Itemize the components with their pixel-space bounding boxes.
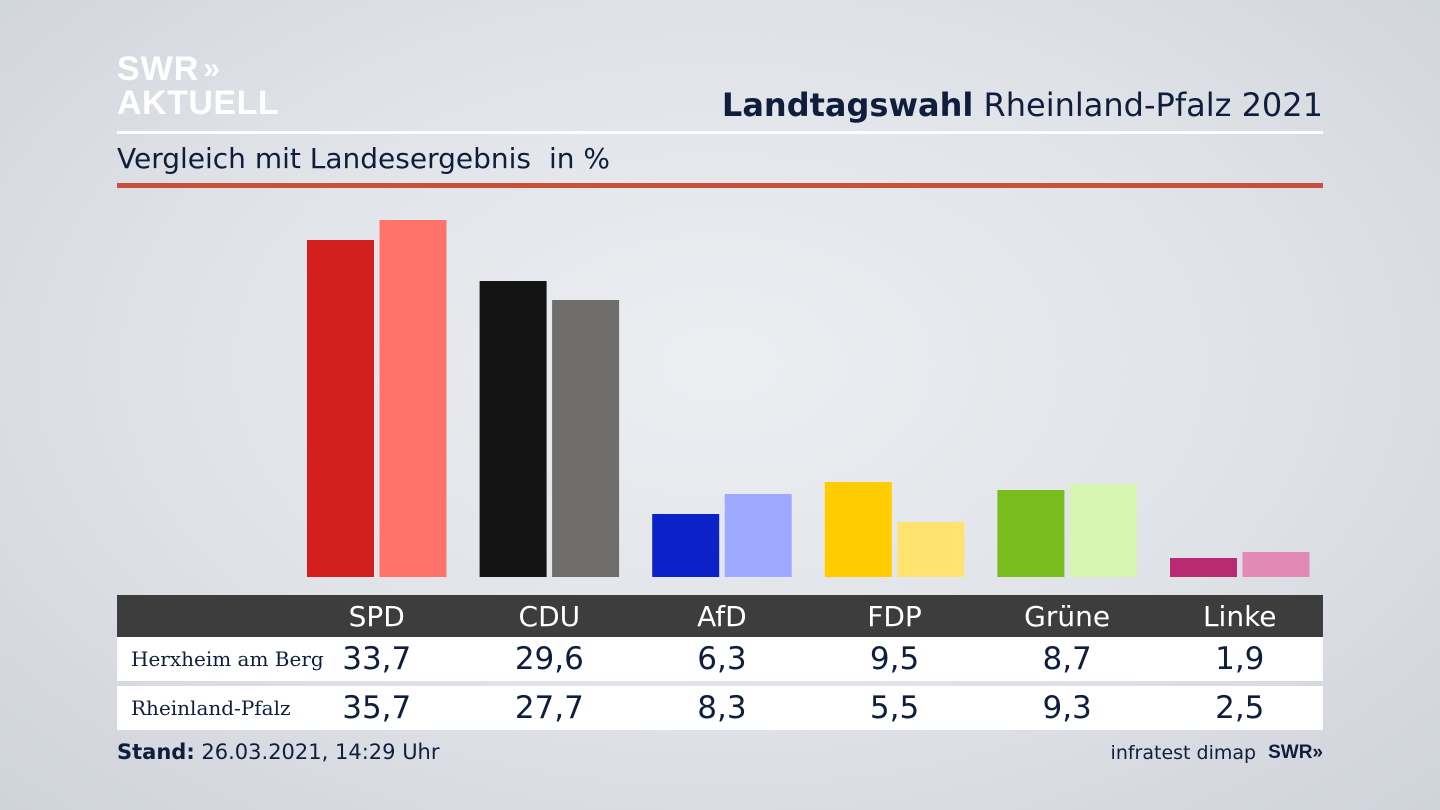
results-table: SPD CDU AfD FDP Grüne Linke Herxheim am …: [117, 595, 1323, 730]
bar-fdp-local: [824, 482, 892, 577]
bar-spd-state: [379, 220, 447, 577]
page-title: Landtagswahl Rheinland-Pfalz 2021: [722, 86, 1323, 124]
bar-spd-local: [307, 240, 374, 577]
bar-fdp-state: [897, 522, 965, 577]
table-header: SPD CDU AfD FDP Grüne Linke: [117, 595, 1323, 637]
subtitle-unit: in %: [548, 142, 611, 175]
value-cell: 6,3: [697, 641, 747, 677]
header-divider: [117, 131, 1323, 134]
header-cell-gruene: Grüne: [1024, 599, 1111, 633]
bar-gruene-local: [997, 490, 1065, 577]
value-cell: 1,9: [1215, 641, 1265, 677]
timestamp: Stand: 26.03.2021, 14:29 Uhr: [117, 740, 440, 764]
value-cell: 5,5: [869, 690, 920, 726]
chart-subtitle: Vergleich mit Landesergebnis in %: [117, 142, 610, 175]
header-cell-linke: Linke: [1202, 599, 1277, 633]
header-cell-cdu: CDU: [518, 599, 581, 633]
value-cell: 9,5: [869, 641, 920, 677]
swr-aktuell-logo: SWR» AKTUELL: [117, 52, 279, 120]
title-bold: Landtagswahl: [721, 86, 974, 124]
value-cell: 9,3: [1042, 690, 1092, 726]
value-cell: 8,3: [697, 690, 747, 726]
bar-afd-local: [652, 514, 720, 577]
bar-linke-local: [1170, 558, 1237, 577]
subtitle-divider: [117, 183, 1323, 188]
bar-cdu-local: [479, 281, 547, 577]
title-rest: Rheinland-Pfalz 2021: [983, 86, 1323, 124]
subtitle-text: Vergleich mit Landesergebnis: [117, 142, 531, 175]
bar-chart: [307, 220, 1310, 577]
logo-line1: SWR: [117, 50, 200, 88]
row-label: Herxheim am Berg: [131, 647, 324, 671]
source-text: infratest dimap: [1110, 742, 1257, 764]
stand-value: 26.03.2021, 14:29 Uhr: [201, 740, 440, 764]
table-row: Herxheim am Berg 33,7 29,6 6,3 9,5 8,7 1…: [117, 637, 1323, 681]
swr-brand-icon: SWR»: [1268, 742, 1323, 763]
row-label: Rheinland-Pfalz: [131, 696, 291, 720]
header-cell-afd: AfD: [697, 599, 747, 633]
value-cell: 33,7: [342, 641, 412, 677]
value-cell: 27,7: [514, 690, 584, 726]
bar-afd-state: [724, 494, 792, 577]
header-cell-spd: SPD: [348, 599, 405, 633]
bar-gruene-state: [1069, 484, 1137, 577]
value-cell: 8,7: [1042, 641, 1092, 677]
value-cell: 35,7: [342, 690, 412, 726]
source-credit: infratest dimap SWR»: [1111, 742, 1323, 764]
bar-cdu-state: [552, 300, 620, 577]
bar-linke-state: [1242, 552, 1310, 577]
stand-label: Stand:: [117, 740, 195, 764]
value-cell: 29,6: [514, 641, 584, 677]
header-cell-fdp: FDP: [867, 599, 922, 633]
table-row: Rheinland-Pfalz 35,7 27,7 8,3 5,5 9,3 2,…: [117, 686, 1323, 730]
value-cell: 2,5: [1215, 690, 1265, 726]
logo-line2: AKTUELL: [117, 84, 280, 122]
